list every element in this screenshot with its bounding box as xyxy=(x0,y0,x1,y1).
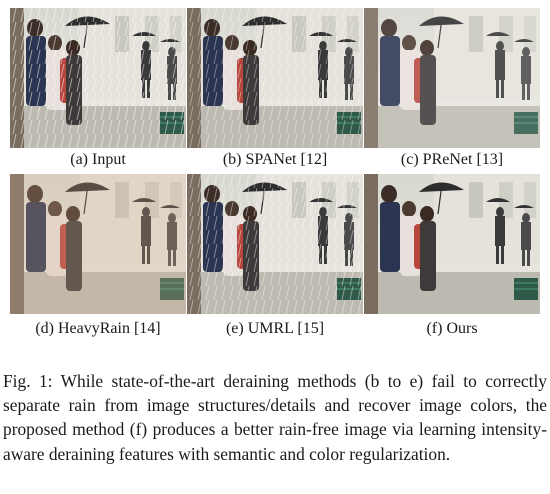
panel-heavyrain xyxy=(10,174,186,314)
panel-input xyxy=(10,8,186,148)
caption-f: (f) Ours xyxy=(426,320,478,337)
caption-b: (b) SPANet [12] xyxy=(222,151,328,168)
panel-umrl xyxy=(187,174,363,314)
caption-e: (e) UMRL [15] xyxy=(225,320,325,337)
rainy-street-image xyxy=(364,174,540,314)
rainy-street-image xyxy=(10,8,186,148)
caption-d: (d) HeavyRain [14] xyxy=(35,320,161,337)
rainy-street-image xyxy=(364,8,540,148)
panel-prenet xyxy=(364,8,540,148)
panel-ours xyxy=(364,174,540,314)
panel-spanet xyxy=(187,8,363,148)
caption-a: (a) Input xyxy=(70,151,126,168)
rainy-street-image xyxy=(187,8,363,148)
figure-grid: (a) Input (b) SPANet [12] (c) PReNet [13… xyxy=(10,8,540,337)
rainy-street-image xyxy=(187,174,363,314)
caption-c: (c) PReNet [13] xyxy=(400,151,504,168)
figure-caption: Fig. 1: While state-of-the-art deraining… xyxy=(3,371,547,464)
rainy-street-image xyxy=(10,174,186,314)
